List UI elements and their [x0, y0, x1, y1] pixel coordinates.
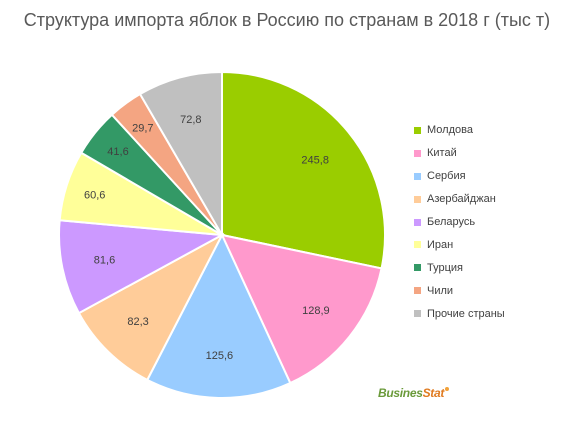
pie-slices [58, 70, 386, 399]
legend-item-4: Беларусь [414, 211, 505, 234]
legend-label: Прочие страны [427, 307, 505, 320]
legend-label: Сербия [427, 170, 466, 183]
pie-slice-1 [220, 233, 383, 385]
chart-title: Структура импорта яблок в Россию по стра… [23, 10, 551, 30]
legend-item-5: Иран [414, 233, 505, 256]
pie-slice-0 [221, 70, 386, 270]
data-label-2: 125,6 [206, 350, 234, 362]
legend-swatch-icon [414, 172, 421, 180]
data-label-8: 72,8 [180, 114, 201, 126]
businesstat-logo: BusinesStat [378, 386, 450, 400]
legend-item-2: Сербия [414, 165, 505, 188]
legend-item-7: Чили [414, 279, 505, 302]
legend-label: Иран [427, 238, 454, 251]
legend-swatch-icon [414, 310, 421, 318]
legend-swatch-icon [414, 195, 421, 203]
data-label-1: 128,9 [302, 305, 330, 317]
legend-swatch-icon [414, 126, 421, 134]
data-label-7: 29,7 [132, 122, 153, 134]
legend-label: Азербайджан [427, 193, 496, 206]
legend-label: Беларусь [427, 216, 476, 228]
logo-text-accent: Stat [422, 386, 445, 400]
legend-item-0: Молдова [414, 119, 505, 142]
legend-label: Чили [427, 284, 454, 297]
legend-item-6: Турция [414, 256, 505, 279]
pie-slice-8 [138, 70, 223, 239]
legend-swatch-icon [414, 241, 421, 249]
data-label-3: 82,3 [127, 316, 148, 328]
data-label-4: 81,6 [94, 254, 115, 266]
pie-slice-2 [145, 232, 292, 399]
legend-item-1: Китай [414, 142, 505, 165]
logo-dot-icon [445, 387, 450, 391]
data-label-5: 60,6 [84, 189, 105, 201]
chart-legend: Молдова Китай Сербия Азербайджан Беларусь Ира… [414, 119, 505, 325]
legend-item-8: Прочие страны [414, 302, 505, 325]
data-label-0: 245,8 [301, 154, 329, 166]
legend-swatch-icon [414, 149, 421, 157]
legend-label: Турция [427, 261, 463, 274]
legend-swatch-icon [414, 218, 421, 226]
legend-label: Китай [427, 147, 457, 160]
legend-swatch-icon [414, 264, 421, 272]
pie-slice-3 [77, 232, 225, 382]
legend-item-3: Азербайджан [414, 188, 505, 211]
logo-text-main: Busines [378, 386, 423, 400]
pie-data-labels: 245,8 128,9 125,6 82,3 81,6 60,6 41,6 29,7 72,8 [84, 114, 330, 362]
pie-slice-4 [58, 219, 226, 315]
legend-label: Молдова [427, 124, 473, 137]
data-label-6: 41,6 [107, 146, 128, 158]
legend-swatch-icon [414, 287, 421, 295]
